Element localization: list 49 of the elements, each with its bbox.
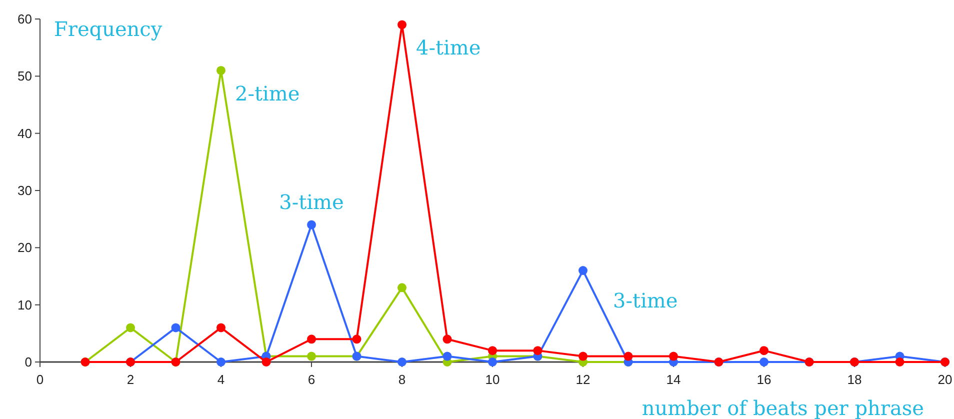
point xyxy=(760,358,768,366)
point xyxy=(216,323,226,332)
x-tick-label: 20 xyxy=(938,372,952,387)
point xyxy=(352,334,362,344)
point xyxy=(760,346,768,356)
point xyxy=(126,323,135,332)
y-tick-label: 20 xyxy=(18,240,32,256)
point xyxy=(895,358,904,366)
x-tick-label: 12 xyxy=(576,372,590,387)
point xyxy=(307,334,316,344)
point xyxy=(216,66,226,75)
x-tick-label: 4 xyxy=(217,372,225,387)
series-label: 2-time xyxy=(235,81,300,106)
point xyxy=(398,358,406,366)
x-tick-label: 10 xyxy=(485,372,500,387)
point xyxy=(307,352,316,361)
point xyxy=(171,323,180,332)
y-tick-label: 0 xyxy=(24,354,32,370)
point xyxy=(488,346,497,356)
x-tick-label: 6 xyxy=(308,372,316,387)
x-tick-label: 8 xyxy=(398,372,406,387)
series-label: 3-time xyxy=(279,190,344,214)
point xyxy=(533,346,542,356)
point xyxy=(578,352,588,361)
x-tick-label: 0 xyxy=(36,372,44,387)
y-tick-label: 50 xyxy=(18,68,32,84)
y-tick-label: 30 xyxy=(18,183,32,198)
point xyxy=(307,220,316,230)
point xyxy=(624,352,633,361)
y-axis-title: Frequency xyxy=(54,17,163,41)
x-tick-label: 16 xyxy=(756,372,772,387)
point xyxy=(262,358,271,366)
point xyxy=(578,266,588,276)
x-tick-label: 14 xyxy=(666,372,681,387)
point xyxy=(669,352,678,361)
point xyxy=(442,334,452,344)
series-label: 4-time xyxy=(416,36,481,60)
x-tick-label: 18 xyxy=(847,372,862,387)
x-tick-label: 2 xyxy=(126,372,134,387)
y-tick-label: 10 xyxy=(18,297,32,312)
annotation: 3-time xyxy=(613,288,678,313)
point xyxy=(398,20,406,30)
point xyxy=(216,358,226,366)
x-axis-title: number of beats per phrase xyxy=(642,396,924,419)
y-tick-label: 40 xyxy=(18,126,32,141)
y-tick-label: 60 xyxy=(18,12,32,27)
point xyxy=(488,358,497,366)
point xyxy=(398,283,406,292)
point xyxy=(442,352,452,361)
